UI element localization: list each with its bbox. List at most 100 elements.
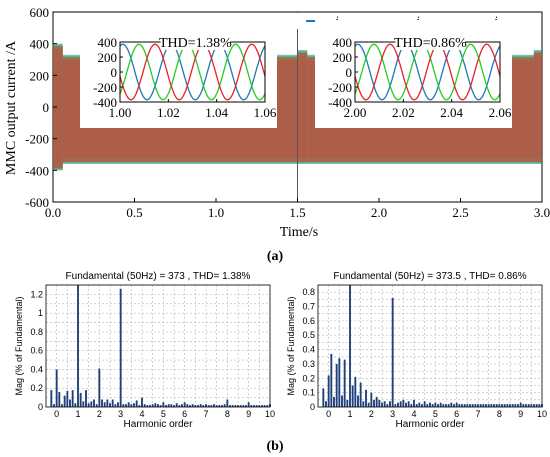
- harmonic-bar: [509, 404, 511, 407]
- harmonic-bar: [71, 390, 74, 407]
- harmonic-bar: [453, 404, 455, 407]
- inset-wave-0: [119, 43, 266, 101]
- bar-y-tick-label: 0: [38, 402, 43, 412]
- bar-x-tick-label: 1: [75, 409, 80, 419]
- harmonic-bar: [325, 401, 327, 407]
- harmonic-bar: [55, 369, 58, 407]
- bar-x-tick-label: 0: [326, 409, 331, 419]
- harmonic-bar: [517, 404, 519, 407]
- harmonic-bar: [111, 399, 114, 407]
- harmonic-bar: [530, 404, 533, 407]
- harmonic-bar: [442, 404, 445, 407]
- harmonic-bar: [471, 404, 474, 407]
- harmonic-bar: [263, 405, 266, 407]
- harmonic-bar: [186, 404, 189, 407]
- harmonic-bar: [349, 285, 351, 407]
- bar-x-tick-label: 1: [347, 409, 352, 419]
- harmonic-bar: [258, 405, 261, 407]
- bar-x-axis-label: Harmonic order: [396, 419, 466, 430]
- harmonic-bar: [191, 404, 194, 407]
- bar-y-tick-label: 0.2: [30, 383, 43, 393]
- harmonic-bar: [407, 401, 410, 407]
- bar-x-tick-label: 5: [161, 409, 166, 419]
- harmonic-bar: [482, 404, 485, 407]
- harmonic-bar: [237, 405, 239, 407]
- inset-y-tick-label: -400: [328, 95, 352, 110]
- harmonic-bar: [85, 390, 87, 407]
- bar-x-tick-label: 2: [97, 409, 102, 419]
- harmonic-bar: [218, 405, 221, 407]
- harmonic-bar: [245, 405, 247, 407]
- bar-y-tick-label: 0.7: [302, 302, 315, 312]
- bar-y-tick-label: 0.6: [302, 316, 315, 326]
- harmonic-bar: [143, 404, 146, 407]
- harmonic-bar: [119, 288, 122, 407]
- bar-y-tick-label: 0.8: [302, 287, 315, 297]
- x-tick-label: 2.5: [452, 205, 468, 220]
- inset-thd-annotation: THD=0.86%: [394, 36, 467, 51]
- bar-y-tick-label: 0.4: [30, 364, 43, 374]
- harmonic-bar: [373, 399, 375, 407]
- harmonic-bar: [479, 404, 482, 407]
- harmonic-chart-2: 0 1 2 3 4 5 6 7 8 9 10 0 0.1 0.2 0.3 0.4 0.5 0.6 0.7 0.8 Fun…: [286, 271, 547, 430]
- harmonic-bar: [151, 404, 154, 407]
- harmonic-bar: [461, 404, 463, 407]
- harmonic-bar: [378, 399, 381, 407]
- harmonic-bar: [423, 401, 426, 407]
- bar-y-tick-label: 1: [38, 308, 43, 318]
- bar-x-tick-label: 4: [411, 409, 416, 419]
- harmonic-bar: [535, 404, 538, 407]
- harmonic-bar: [434, 402, 437, 407]
- harmonic-bar: [242, 405, 245, 407]
- harmonic-bar: [231, 405, 234, 407]
- bar-x-tick-label: 6: [182, 409, 187, 419]
- x-tick-label: 3.0: [534, 205, 550, 220]
- harmonic-bar: [527, 404, 530, 407]
- harmonic-bar: [397, 402, 399, 407]
- harmonic-bar: [79, 392, 82, 407]
- harmonic-bar: [359, 382, 362, 407]
- harmonic-bar: [149, 405, 151, 407]
- bar-x-tick-label: 3: [390, 409, 395, 419]
- harmonic-bar: [69, 399, 71, 407]
- bar-plot-frame: [45, 284, 271, 408]
- bar-y-tick-label: 0.4: [302, 345, 315, 355]
- harmonic-bar: [343, 359, 346, 407]
- harmonic-bar: [213, 404, 215, 407]
- harmonic-bar: [103, 402, 106, 407]
- harmonic-bar: [74, 403, 77, 407]
- harmonic-bar: [90, 401, 93, 407]
- harmonic-bar: [402, 399, 405, 407]
- harmonic-bar: [429, 402, 431, 407]
- harmonic-bar: [253, 405, 255, 407]
- bar-chart-title: Fundamental (50Hz) = 373.5 , THD= 0.86%: [333, 271, 526, 282]
- inset-y-tick-label: -200: [93, 80, 117, 95]
- harmonic-bar: [490, 404, 493, 407]
- x-tick-label: 1.5: [289, 205, 305, 220]
- harmonic-bar: [125, 404, 127, 407]
- harmonic-bar: [346, 399, 349, 407]
- harmonic-bar: [485, 404, 487, 407]
- harmonic-bar: [330, 353, 333, 407]
- harmonic-bar: [130, 404, 133, 407]
- inset-thd-annotation: THD=1.38%: [159, 36, 232, 51]
- bar-plot-frame: [317, 284, 543, 408]
- harmonic-bar: [538, 404, 541, 407]
- harmonic-bar: [106, 399, 109, 407]
- harmonic-bar: [426, 404, 429, 407]
- harmonic-bar: [394, 404, 397, 407]
- harmonic-bar: [511, 404, 514, 407]
- y-tick-label: -400: [25, 163, 49, 178]
- y-tick-label: 0: [43, 100, 50, 115]
- inset-x-tick-label: 2.06: [489, 105, 512, 120]
- harmonic-bar: [389, 401, 391, 407]
- x-tick-label: 0.0: [45, 205, 61, 220]
- harmonic-bar: [386, 404, 389, 407]
- bar-y-tick-label: 0.8: [30, 327, 43, 337]
- waveform-band-0-2: [53, 46, 63, 169]
- inset-wave-0: [354, 43, 501, 101]
- bar-x-tick-label: 0: [54, 409, 59, 419]
- inset-y-tick-label: 200: [98, 50, 118, 65]
- bar-y-tick-label: 1.2: [30, 289, 43, 299]
